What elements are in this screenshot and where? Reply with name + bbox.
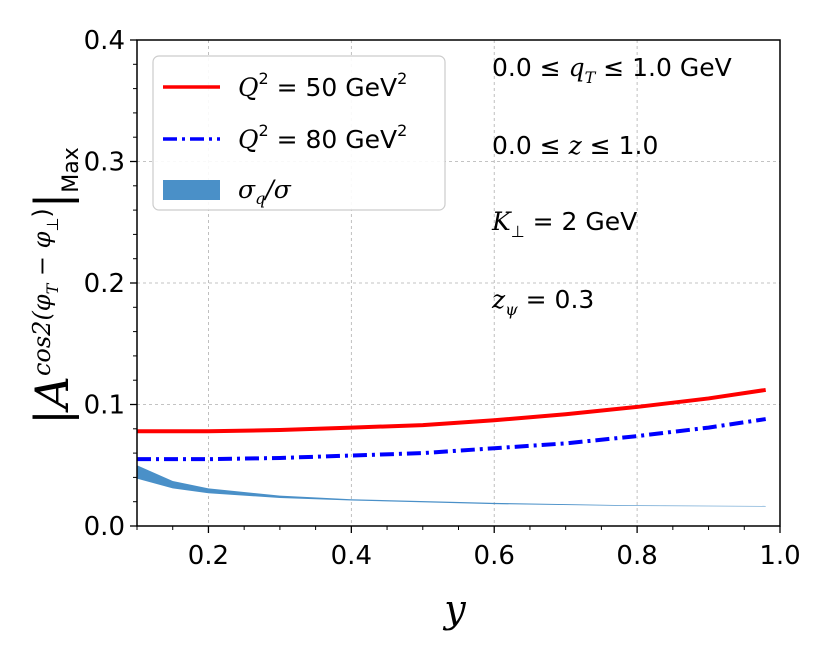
plot-frame bbox=[136, 39, 781, 527]
series-layer bbox=[137, 387, 767, 507]
x-tick-label: 0.2 bbox=[188, 541, 229, 571]
y-axis-title: |Acos2(φT − φ⊥)|Max bbox=[25, 147, 84, 425]
y-tick-label: 0.3 bbox=[84, 148, 125, 178]
y-tick-label: 0.4 bbox=[84, 26, 125, 56]
legend-swatch-band bbox=[163, 180, 220, 200]
annotation-zpsi: zψ = 0.3 bbox=[491, 285, 594, 319]
annotation-z-range: 0.0 ≤ z ≤ 1.0 bbox=[492, 131, 658, 160]
y-tick-label: 0.2 bbox=[84, 269, 125, 299]
annotation-qt-range: 0.0 ≤ qT ≤ 1.0 GeV bbox=[492, 53, 732, 87]
annotation-kperp: K⊥ = 2 GeV bbox=[491, 207, 637, 241]
legend: Q2 = 50 GeV2 Q2 = 80 GeV2 σq/σ bbox=[152, 55, 446, 211]
y-tick-label: 0.0 bbox=[84, 512, 125, 542]
legend-label-band: σq/σ bbox=[238, 175, 292, 208]
y-tick-label: 0.1 bbox=[84, 391, 125, 421]
x-tick-label: 0.4 bbox=[331, 541, 372, 571]
x-tick-label: 0.6 bbox=[474, 541, 515, 571]
x-axis-title: y bbox=[442, 587, 466, 631]
series-line-q50 bbox=[137, 387, 767, 434]
x-tick-labels: 0.2 0.4 0.6 0.8 1.0 bbox=[188, 541, 801, 571]
x-tick-label: 1.0 bbox=[759, 541, 800, 571]
y-tick-labels: 0.0 0.1 0.2 0.3 0.4 bbox=[84, 26, 125, 542]
x-tick-label: 0.8 bbox=[616, 541, 657, 571]
svg-text:|Acos2(φT − φ⊥)|Max: |Acos2(φT − φ⊥)|Max bbox=[25, 147, 84, 425]
major-ticks bbox=[130, 39, 781, 533]
legend-label-q80: Q2 = 80 GeV2 bbox=[238, 121, 407, 154]
sigma-band bbox=[137, 465, 766, 507]
legend-label-q50: Q2 = 50 GeV2 bbox=[238, 69, 407, 102]
